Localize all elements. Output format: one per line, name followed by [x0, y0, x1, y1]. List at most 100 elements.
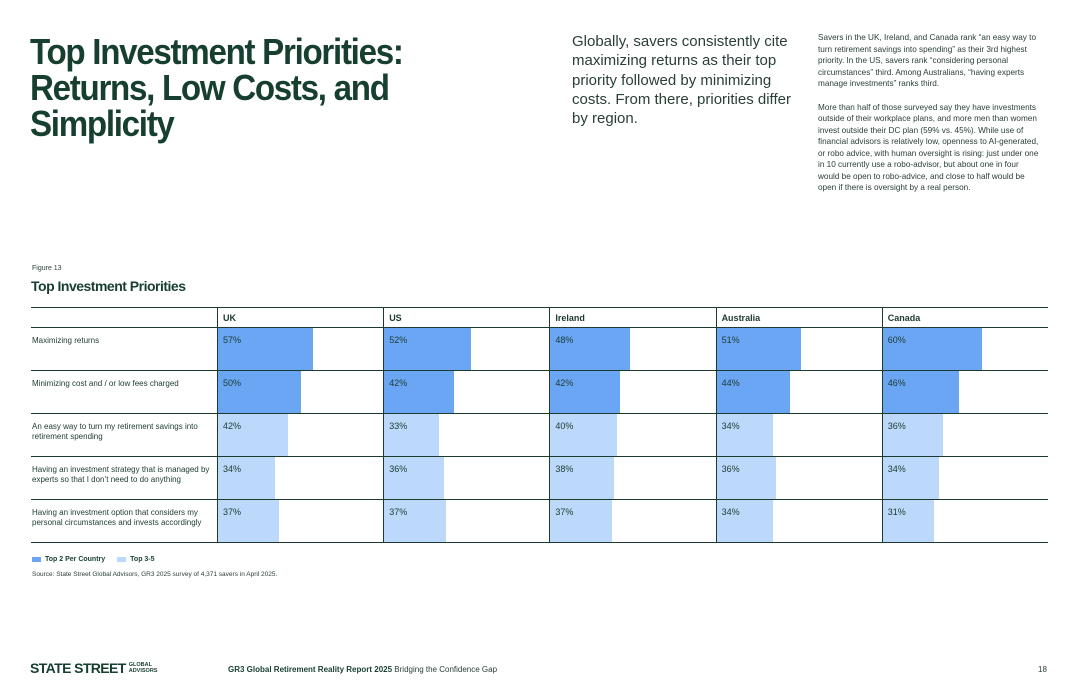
value-bar [218, 328, 313, 370]
value-label: 33% [389, 421, 408, 431]
side-text: Savers in the UK, Ireland, and Canada ra… [818, 32, 1040, 206]
column-header-australia: Australia [715, 308, 882, 327]
value-label: 34% [887, 464, 906, 474]
logo-sub-line1: GLOBAL [128, 662, 152, 668]
table-cell-us: 42% [383, 371, 549, 413]
value-label: 42% [223, 421, 242, 431]
value-label: 36% [389, 464, 408, 474]
table-cell-ireland: 48% [549, 328, 715, 370]
legend-item-top2: Top 2 Per Country [32, 556, 105, 563]
value-bar [384, 371, 454, 413]
table-cell-ireland: 38% [549, 457, 715, 499]
value-label: 44% [721, 378, 740, 388]
value-bar [218, 457, 275, 499]
table-cell-uk: 50% [217, 371, 383, 413]
legend-swatch-top3-5 [117, 557, 127, 562]
value-bar [716, 371, 790, 413]
row-label: Minimizing cost and / or low fees charge… [32, 379, 179, 388]
table-cell-ireland: 37% [549, 500, 715, 542]
table-cell-ireland: 40% [549, 414, 715, 456]
row-label: Having an investment strategy that is ma… [32, 465, 210, 484]
value-bar [716, 500, 774, 542]
value-bar [550, 328, 631, 370]
table-cell-uk: 42% [217, 414, 383, 456]
value-label: 40% [555, 421, 574, 431]
value-bar [384, 328, 471, 370]
column-header-uk: UK [217, 308, 383, 327]
legend-swatch-top2 [32, 557, 41, 562]
row-label: Maximizing returns [32, 336, 100, 345]
table-cell-australia: 36% [715, 457, 882, 499]
page-title-line1: Top Investment Priorities: [30, 31, 404, 72]
table-cell-australia: 34% [715, 414, 882, 456]
value-label: 37% [389, 507, 408, 517]
value-bar [882, 328, 983, 370]
table-cell-uk: 37% [217, 500, 383, 542]
value-label: 36% [721, 464, 740, 474]
legend-label-top2: Top 2 Per Country [45, 556, 106, 563]
value-bar [882, 500, 935, 542]
table-cell-australia: 51% [715, 328, 882, 370]
state-street-logo: STATE STREET GLOBAL ADVISORS [30, 660, 157, 676]
priorities-table: UK US Ireland Australia Canada Maximizing re… [31, 307, 1048, 543]
value-label: 34% [223, 464, 242, 474]
value-bar [550, 500, 612, 542]
page-title: Top Investment Priorities: Returns, Low … [30, 34, 472, 142]
table-cell-canada: 34% [881, 457, 1048, 499]
value-bar [384, 457, 445, 499]
value-label: 36% [887, 421, 906, 431]
row-label: Having an investment option that conside… [32, 508, 202, 527]
table-cell-australia: 44% [715, 371, 882, 413]
figure-title: Top Investment Priorities [31, 278, 186, 294]
value-bar [384, 500, 446, 542]
source-note: Source: State Street Global Advisors, GR… [32, 571, 278, 578]
value-bar [218, 414, 288, 456]
table-cell-uk: 34% [217, 457, 383, 499]
logo-sub-line2: ADVISORS [128, 668, 158, 674]
table-cell-canada: 36% [881, 414, 1048, 456]
logo-sub-text: GLOBAL ADVISORS [129, 662, 158, 674]
value-bar [882, 414, 943, 456]
value-label: 50% [223, 378, 242, 388]
column-header-us: US [383, 308, 549, 327]
value-bar [550, 414, 617, 456]
table-cell-us: 52% [383, 328, 549, 370]
value-label: 38% [555, 464, 574, 474]
column-header-canada: Canada [881, 308, 1048, 327]
table-row: Minimizing cost and / or low fees charge… [31, 371, 1048, 414]
value-bar [218, 371, 302, 413]
value-label: 60% [887, 335, 906, 345]
table-body: Maximizing returns 57% 52% 48% 51% 60% Minimiz… [31, 328, 1048, 543]
table-cell-ireland: 42% [549, 371, 715, 413]
value-bar [716, 414, 774, 456]
value-label: 31% [887, 507, 906, 517]
value-bar [882, 371, 960, 413]
value-bar [716, 328, 802, 370]
logo-main-text: STATE STREET [30, 660, 126, 676]
value-label: 51% [721, 335, 740, 345]
value-label: 34% [721, 507, 740, 517]
side-paragraph-2: More than half of those surveyed say the… [818, 102, 1039, 193]
footer-report: GR3 Global Retirement Reality Report 202… [228, 665, 497, 674]
value-bar [384, 414, 440, 456]
figure-label: Figure 13 [32, 265, 62, 272]
value-label: 52% [389, 335, 408, 345]
value-bar [550, 457, 614, 499]
value-label: 42% [389, 378, 408, 388]
footer-report-subtitle: Bridging the Confidence Gap [394, 665, 498, 674]
table-cell-canada: 46% [881, 371, 1048, 413]
table-row: Maximizing returns 57% 52% 48% 51% 60% [31, 328, 1048, 371]
table-row: Having an investment option that conside… [31, 500, 1048, 543]
value-label: 34% [721, 421, 740, 431]
value-label: 37% [223, 507, 242, 517]
value-bar [882, 457, 940, 499]
value-label: 42% [555, 378, 574, 388]
table-row: Having an investment strategy that is ma… [31, 457, 1048, 500]
legend: Top 2 Per Country Top 3-5 [32, 556, 167, 563]
page-title-line2: Returns, Low Costs, and Simplicity [30, 67, 390, 144]
legend-label-top3-5: Top 3-5 [130, 556, 155, 563]
table-cell-australia: 34% [715, 500, 882, 542]
table-cell-canada: 60% [881, 328, 1048, 370]
value-bar [218, 500, 280, 542]
value-label: 57% [223, 335, 242, 345]
